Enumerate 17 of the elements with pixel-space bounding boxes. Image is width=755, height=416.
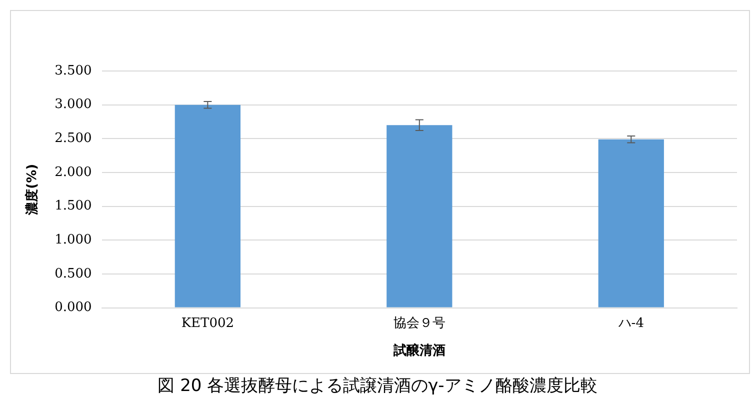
y-tick-label: 0.500: [54, 266, 92, 282]
y-tick-label: 3.000: [54, 97, 92, 112]
bar: [598, 139, 664, 308]
y-tick-label: 1.500: [54, 198, 92, 214]
y-tick-label: 1.000: [54, 232, 92, 248]
y-tick-label: 2.000: [54, 164, 92, 180]
x-tick-label: ハ-4: [617, 316, 644, 331]
x-axis-title: 試醸清酒: [392, 342, 446, 359]
y-axis-title: 濃度(%): [24, 164, 40, 216]
x-tick-label: 協会９号: [393, 316, 446, 331]
bar: [174, 104, 240, 308]
x-tick-label: KET002: [181, 316, 234, 331]
y-tick-label: 2.500: [54, 131, 92, 146]
y-tick-label: 0.000: [54, 300, 92, 316]
bar: [386, 125, 452, 308]
text: 図 20 各選抜酵母による試譲清酒のγ-アミノ酪酸濃度比較: [156, 375, 598, 397]
y-tick-label: 3.500: [54, 63, 92, 78]
